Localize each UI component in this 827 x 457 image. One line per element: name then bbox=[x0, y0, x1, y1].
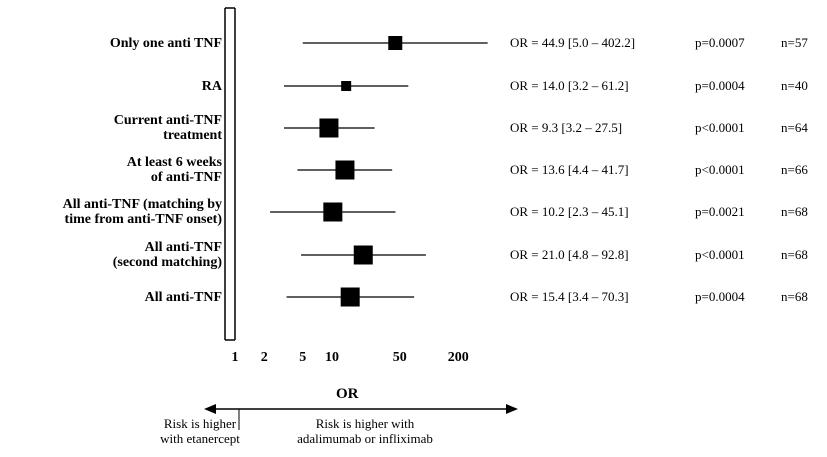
or-value: OR = 21.0 [4.8 – 92.8] bbox=[510, 247, 629, 262]
p-value: p<0.0001 bbox=[695, 120, 745, 135]
or-value: OR = 44.9 [5.0 – 402.2] bbox=[510, 35, 636, 50]
x-tick-label: 200 bbox=[447, 350, 469, 365]
p-value: p=0.0004 bbox=[695, 289, 745, 304]
row-label: Current anti-TNF treatment bbox=[113, 113, 222, 143]
forest-marks bbox=[270, 36, 488, 307]
n-value: n=40 bbox=[781, 78, 808, 93]
or-value: OR = 13.6 [4.4 – 41.7] bbox=[510, 162, 629, 177]
row-label: All anti-TNF bbox=[144, 289, 222, 305]
x-axis-title: OR bbox=[336, 386, 359, 402]
or-value: OR = 9.3 [3.2 – 27.5] bbox=[510, 120, 623, 135]
row-label: Only one anti TNF bbox=[109, 35, 222, 51]
annotation-left: Risk is higher with etanercept bbox=[160, 416, 240, 446]
x-tick-label: 10 bbox=[325, 350, 339, 365]
x-tick-label: 5 bbox=[299, 350, 307, 365]
row-label: RA bbox=[201, 78, 222, 94]
n-value: n=66 bbox=[781, 162, 808, 177]
x-tick-label: 50 bbox=[392, 350, 407, 365]
x-tick-label: 1 bbox=[231, 350, 239, 365]
or-point-box bbox=[323, 202, 343, 222]
n-value: n=68 bbox=[781, 204, 808, 219]
or-point-box bbox=[335, 160, 355, 180]
p-value: p=0.0004 bbox=[695, 78, 745, 93]
or-point-box bbox=[340, 287, 360, 307]
direction-arrow-left-head bbox=[204, 404, 216, 414]
row-label: All anti-TNF (second matching) bbox=[112, 240, 222, 270]
n-value: n=68 bbox=[781, 247, 808, 262]
x-tick-label: 2 bbox=[260, 350, 268, 365]
annotation-right: Risk is higher with adalimumab or inflix… bbox=[297, 416, 433, 446]
p-value: p=0.0021 bbox=[695, 204, 745, 219]
or-point-box bbox=[353, 245, 373, 265]
n-value: n=64 bbox=[781, 120, 808, 135]
n-value: n=68 bbox=[781, 289, 808, 304]
row-label: All anti-TNF (matching by time from anti-… bbox=[62, 197, 222, 227]
or-value: OR = 10.2 [2.3 – 45.1] bbox=[510, 204, 629, 219]
row-label: At least 6 weeks of anti-TNF bbox=[126, 155, 222, 185]
or-value: OR = 15.4 [3.4 – 70.3] bbox=[510, 289, 629, 304]
p-value: p=0.0007 bbox=[695, 35, 745, 50]
or-point-box bbox=[319, 118, 339, 138]
direction-arrow-right-head bbox=[506, 404, 518, 414]
n-value: n=57 bbox=[781, 35, 808, 50]
or-value: OR = 14.0 [3.2 – 61.2] bbox=[510, 78, 629, 93]
or-point-box bbox=[341, 81, 352, 91]
or-point-box bbox=[388, 36, 403, 50]
p-value: p<0.0001 bbox=[695, 247, 745, 262]
p-value: p<0.0001 bbox=[695, 162, 745, 177]
